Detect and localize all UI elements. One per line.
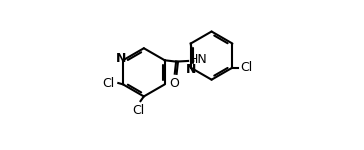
Text: HN: HN [189,53,207,66]
Text: Cl: Cl [102,76,115,90]
Text: O: O [169,77,179,90]
Text: Cl: Cl [241,61,253,74]
Text: N: N [116,52,127,65]
Text: Cl: Cl [132,104,145,117]
Text: N: N [186,63,197,76]
